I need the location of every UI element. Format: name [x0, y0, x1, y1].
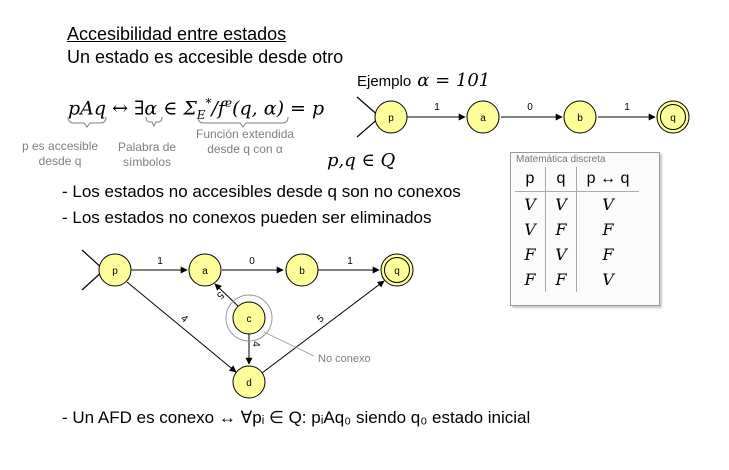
label-a-b: 0	[527, 102, 533, 113]
table-cell: V	[602, 195, 614, 214]
label-c-a: 5	[214, 289, 226, 301]
header-biconditional: p ↔ q	[576, 167, 639, 192]
label-p-d: 4	[178, 313, 190, 325]
table-cell: F	[602, 220, 614, 239]
example-equation: α = 101	[417, 70, 491, 91]
state-domain: p,q ∈ Q	[327, 150, 396, 171]
transition-d-q	[261, 280, 385, 374]
label-b-q: 1	[624, 102, 630, 113]
state-c	[232, 301, 266, 335]
state-a	[188, 253, 222, 287]
note-fe-line2: desde q con α	[207, 142, 283, 156]
transition-p-d	[126, 281, 237, 373]
table-cell: F	[515, 242, 546, 267]
transition-c-a	[214, 283, 239, 307]
truth-table-header: p q p ↔ q	[515, 167, 639, 192]
table-cell: V	[602, 270, 614, 289]
state-p	[374, 100, 408, 134]
table-cell: V	[515, 217, 546, 242]
table-row: V F F	[515, 217, 639, 242]
note-alpha-line2: símbolos	[123, 155, 172, 169]
state-b-label: b	[577, 113, 583, 124]
state-p-label: p	[112, 266, 118, 277]
bullet-3: - Un AFD es conexo ↔ ∀pᵢ ∈ Q: pᵢAq₀ sien…	[62, 408, 531, 427]
state-p-label: p	[388, 113, 394, 124]
page-subtitle: Un estado es accesible desde otro	[67, 47, 344, 67]
note-fe: Función extendida desde q con α	[196, 127, 294, 157]
truth-table: p q p ↔ q V V V V F F F V F F F V	[515, 167, 639, 292]
table-cell: V	[545, 242, 577, 267]
state-q	[380, 253, 414, 287]
state-a	[466, 100, 500, 134]
state-d-label: d	[246, 378, 252, 389]
state-p	[98, 253, 132, 287]
bullet-2: - Los estados no conexos pueden ser elim…	[62, 208, 432, 227]
label-p-a: 1	[157, 256, 163, 267]
example-label: Ejemplo α = 101	[357, 70, 490, 91]
bullet-1: - Los estados no accesibles desde q son …	[62, 182, 461, 201]
state-a-label: a	[480, 113, 486, 124]
state-b-label: b	[299, 266, 305, 277]
note-alpha: Palabra de símbolos	[118, 140, 176, 170]
no-conexo-pointer	[263, 331, 315, 357]
table-cell: F	[602, 245, 614, 264]
note-pAq-line2: desde q	[38, 154, 82, 168]
state-a-label: a	[202, 266, 208, 277]
example-text: Ejemplo	[357, 73, 412, 90]
label-p-a: 1	[434, 102, 440, 113]
state-c-label: c	[247, 314, 252, 325]
formula-braces	[67, 116, 289, 128]
state-q	[656, 100, 690, 134]
truth-table-box: Matemática discreta p q p ↔ q V V V V F …	[510, 152, 660, 306]
page-title: Accesibilidad entre estados	[67, 24, 287, 44]
state-d	[232, 365, 266, 399]
no-conexo-label: No conexo	[318, 353, 371, 365]
table-cell: V	[515, 191, 546, 217]
table-row: F V F	[515, 242, 639, 267]
note-fe-line1: Función extendida	[196, 127, 295, 141]
note-alpha-line1: Palabra de	[118, 140, 177, 154]
state-b	[563, 100, 597, 134]
state-q-final-ring	[660, 104, 686, 130]
table-row: V V V	[515, 191, 639, 217]
table-cell: F	[515, 267, 546, 292]
table-cell: F	[545, 267, 577, 292]
state-q-label: q	[394, 266, 400, 277]
note-pAq-line1: p es accesible	[22, 139, 99, 153]
label-a-b: 0	[249, 256, 255, 267]
table-cell: V	[545, 191, 577, 217]
state-c-highlight-ring	[225, 294, 273, 342]
state-q-label: q	[670, 113, 676, 124]
accessibility-formula: pAq ↔ ∃α ∈ ΣE*/fe(q, α) = p	[68, 96, 325, 123]
state-q-final-ring	[384, 257, 410, 283]
note-pAq: p es accesible desde q	[22, 139, 98, 169]
truth-table-caption: Matemática discreta	[516, 154, 606, 165]
table-row: F F V	[515, 267, 639, 292]
label-b-q: 1	[347, 256, 353, 267]
table-cell: F	[545, 217, 577, 242]
header-q: q	[545, 167, 577, 192]
label-c-d: 4	[250, 341, 261, 347]
header-p: p	[515, 167, 546, 192]
label-d-q: 5	[315, 313, 326, 325]
top-automaton: 1 0 1 p a b q	[356, 96, 690, 138]
state-b	[285, 253, 319, 287]
bottom-automaton: 1 0 1 5 4 4 5 p a b q c d No conexo	[81, 249, 414, 399]
